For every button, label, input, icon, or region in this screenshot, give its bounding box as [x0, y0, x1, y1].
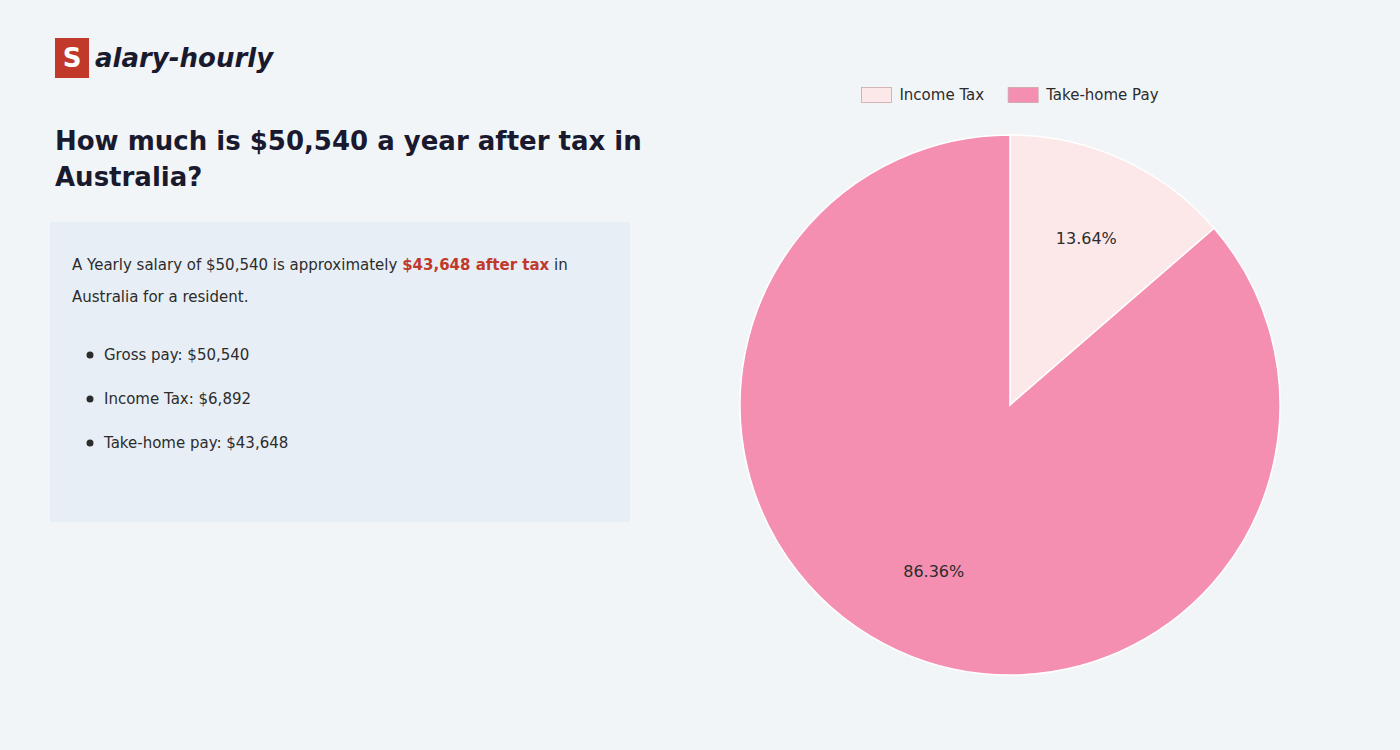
info-highlight: $43,648 after tax: [402, 256, 549, 274]
bullet-text: Take-home pay: $43,648: [103, 434, 288, 452]
data-label: 86.36%: [903, 562, 964, 581]
bullet-dot: [87, 352, 94, 359]
heading: Australia?: [55, 162, 202, 192]
legend-label: Take-home Pay: [1045, 86, 1159, 104]
legend: Income Tax Take-home Pay: [861, 86, 1158, 104]
bullet-text: Gross pay: $50,540: [104, 346, 249, 364]
logo-text: alary-hourly: [95, 43, 274, 73]
logo-box: [55, 38, 89, 78]
bullet-dot: [87, 440, 94, 447]
text-panel: Salary-hourly How much is $50,540 a year …: [50, 38, 642, 522]
bullet-dot: [87, 396, 94, 403]
pie-slice: [740, 135, 1280, 675]
legend-swatch: [1008, 88, 1038, 103]
legend-label: Income Tax: [899, 86, 984, 104]
data-label: 13.64%: [1056, 229, 1117, 248]
info-box: [50, 222, 630, 522]
chart: Salary-hourly How much is $50,540 a year …: [0, 0, 1400, 750]
data-labels: 13.64% 86.36%: [903, 229, 1117, 582]
info-text: in: [549, 256, 567, 274]
legend-item: Take-home Pay: [1008, 86, 1159, 104]
logo-letter: S: [63, 43, 82, 73]
info-line: Australia for a resident.: [72, 288, 248, 306]
legend-swatch: [861, 88, 891, 103]
bullet-text: Income Tax: $6,892: [104, 390, 251, 408]
legend-item: Income Tax: [861, 86, 984, 104]
info-line: A Yearly salary of $50,540 is approximat…: [72, 256, 568, 274]
pie: [740, 135, 1280, 675]
info-text: A Yearly salary of $50,540 is approximat…: [72, 256, 402, 274]
heading: How much is $50,540 a year after tax in: [55, 126, 642, 156]
